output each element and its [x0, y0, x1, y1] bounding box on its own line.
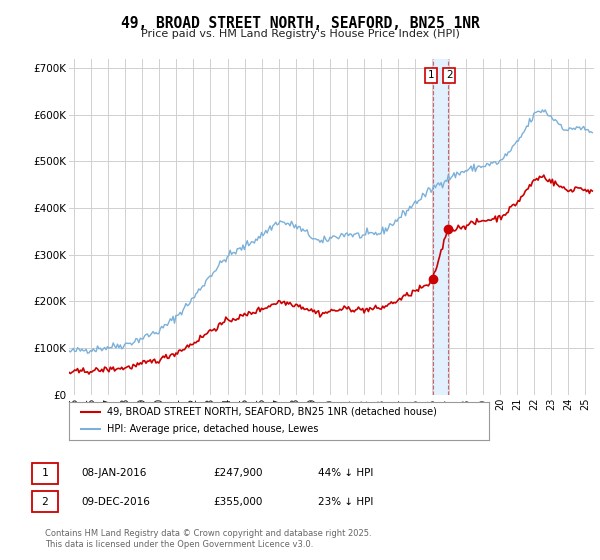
Text: Contains HM Land Registry data © Crown copyright and database right 2025.
This d: Contains HM Land Registry data © Crown c…	[45, 529, 371, 549]
Text: 49, BROAD STREET NORTH, SEAFORD, BN25 1NR: 49, BROAD STREET NORTH, SEAFORD, BN25 1N…	[121, 16, 479, 31]
Bar	[433, 59, 448, 395]
Text: 1: 1	[428, 70, 434, 80]
Text: £355,000: £355,000	[213, 497, 262, 507]
Text: 49, BROAD STREET NORTH, SEAFORD, BN25 1NR (detached house): 49, BROAD STREET NORTH, SEAFORD, BN25 1N…	[107, 407, 437, 417]
Text: 09-DEC-2016: 09-DEC-2016	[81, 497, 150, 507]
Text: 1: 1	[41, 468, 49, 478]
Text: 23% ↓ HPI: 23% ↓ HPI	[318, 497, 373, 507]
Text: 08-JAN-2016: 08-JAN-2016	[81, 468, 146, 478]
Text: £247,900: £247,900	[213, 468, 263, 478]
Text: Price paid vs. HM Land Registry's House Price Index (HPI): Price paid vs. HM Land Registry's House …	[140, 29, 460, 39]
Text: 2: 2	[41, 497, 49, 507]
Text: HPI: Average price, detached house, Lewes: HPI: Average price, detached house, Lewe…	[107, 424, 318, 435]
Text: 2: 2	[446, 70, 452, 80]
Text: 44% ↓ HPI: 44% ↓ HPI	[318, 468, 373, 478]
